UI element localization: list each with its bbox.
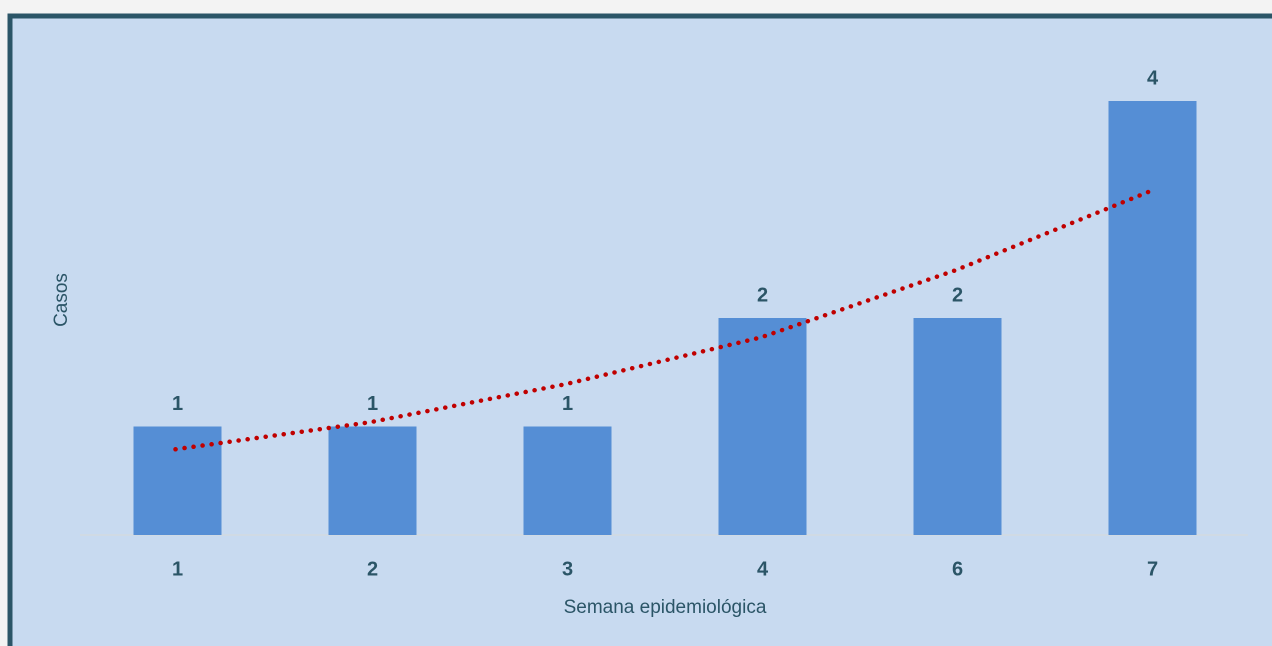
chart-frame <box>7 13 1272 646</box>
data-label: 1 <box>172 393 183 415</box>
bar <box>133 426 222 535</box>
data-label: 2 <box>757 284 768 306</box>
bar <box>328 426 417 535</box>
bar <box>913 318 1002 535</box>
x-tick-label: 6 <box>952 558 963 580</box>
x-axis-title: Semana epidemiológica <box>564 597 767 618</box>
bar <box>718 318 807 535</box>
bar <box>523 426 612 535</box>
x-tick-label: 4 <box>757 558 769 580</box>
y-axis-title: Casos <box>51 273 72 327</box>
bar <box>1108 101 1197 535</box>
data-label: 2 <box>952 284 963 306</box>
x-tick-label: 3 <box>562 558 573 580</box>
x-tick-label: 2 <box>367 558 378 580</box>
x-tick-label: 1 <box>172 558 183 580</box>
data-label: 1 <box>562 393 573 415</box>
data-label: 1 <box>367 393 378 415</box>
trendline <box>173 188 1153 452</box>
data-label: 4 <box>1147 67 1159 89</box>
x-tick-label: 7 <box>1147 558 1158 580</box>
